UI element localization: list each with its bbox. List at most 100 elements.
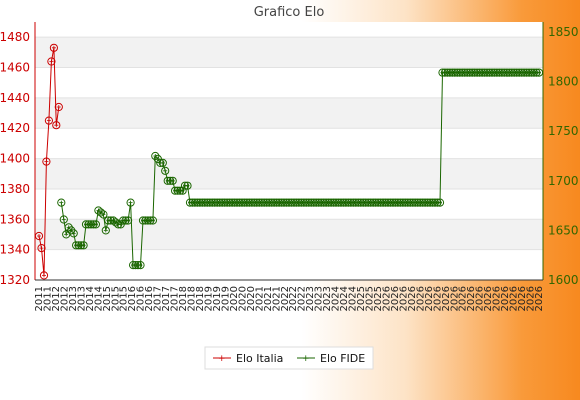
data-point	[47, 57, 56, 66]
x-tick-label: 2026	[483, 286, 494, 311]
right-tick-label: 1700	[548, 174, 579, 188]
x-tick-label: 2026	[432, 286, 443, 311]
x-tick-label: 2024	[348, 286, 359, 311]
x-tick-label: 2020	[246, 286, 257, 311]
grid-band	[35, 158, 543, 189]
right-tick-label: 1600	[548, 273, 579, 287]
data-point	[57, 198, 66, 207]
x-tick-label: 2016	[144, 286, 155, 311]
data-point	[126, 198, 135, 207]
data-point-cross	[61, 217, 66, 222]
x-tick-label: 2024	[339, 286, 350, 311]
x-tick-label: 2025	[365, 286, 376, 311]
left-tick-label: 1440	[0, 91, 30, 105]
x-tick-label: 2022	[280, 286, 291, 311]
x-tick-label: 2025	[356, 286, 367, 311]
x-tick-label: 2026	[509, 286, 520, 311]
x-tick-label: 2026	[449, 286, 460, 311]
right-tick-label: 1850	[548, 25, 579, 39]
x-tick-label: 2017	[153, 286, 164, 311]
data-point	[158, 158, 167, 167]
data-point	[96, 208, 106, 217]
data-point	[183, 181, 192, 190]
data-point-cross	[42, 273, 46, 278]
series-layer	[34, 43, 544, 280]
left-tick-label: 1460	[0, 61, 30, 75]
data-point-cross	[537, 70, 541, 75]
x-tick-label: 2013	[76, 286, 87, 311]
x-tick-label: 2015	[110, 286, 121, 311]
data-point-cross	[103, 228, 108, 233]
data-point-cross	[438, 200, 442, 205]
data-point-cross	[96, 208, 101, 213]
grid-band	[35, 37, 543, 68]
x-tick-label: 2014	[85, 286, 96, 311]
data-point-cross	[46, 118, 51, 123]
x-tick-label: 2012	[51, 286, 62, 311]
data-point	[168, 176, 177, 185]
legend-marker-elo-fide: +	[302, 354, 310, 364]
x-tick-label: 2019	[212, 286, 223, 311]
data-point-cross	[71, 231, 76, 236]
legend-box	[204, 346, 374, 370]
left-y-axis: 1320 1340 1360 1380 1400 1420 1440 1460 1480	[0, 22, 36, 287]
data-point-cross	[44, 159, 49, 164]
x-tick-label: 2026	[466, 286, 477, 311]
data-point	[101, 226, 110, 235]
x-tick-label: 2017	[170, 286, 181, 311]
data-point	[435, 198, 445, 207]
x-tick-label: 2023	[314, 286, 325, 311]
right-tick-label: 1650	[548, 223, 579, 237]
data-point-cross	[93, 222, 98, 227]
data-point-cross	[163, 168, 168, 173]
x-tick-label: 2014	[93, 286, 104, 311]
x-axis: 2011201120122012201320132014201420152015…	[34, 279, 545, 311]
x-tick-label: 2011	[34, 286, 45, 311]
data-point	[39, 271, 49, 280]
data-point-cross	[113, 220, 118, 225]
data-point-cross	[150, 218, 155, 223]
data-point	[69, 229, 78, 238]
grid-band	[35, 97, 543, 129]
grid-lines	[35, 36, 543, 281]
data-point-cross	[126, 218, 131, 223]
data-point	[99, 210, 108, 219]
x-tick-label: 2013	[68, 286, 79, 311]
data-point	[178, 186, 187, 195]
right-y-axis: 1600 1650 1700 1750 1800 1850	[542, 22, 579, 287]
x-tick-label: 2023	[305, 286, 316, 311]
data-point	[534, 68, 544, 77]
x-tick-label: 2012	[59, 286, 70, 311]
data-point	[148, 216, 157, 225]
x-tick-label: 2026	[458, 286, 469, 311]
x-tick-label: 2019	[220, 286, 231, 311]
data-point-cross	[180, 188, 185, 193]
data-point-cross	[39, 246, 44, 251]
left-tick-label: 1360	[0, 212, 30, 226]
data-point	[136, 261, 145, 270]
left-tick-label: 1380	[0, 182, 30, 196]
data-point	[54, 102, 63, 112]
data-point	[109, 216, 118, 225]
x-tick-label: 2021	[263, 286, 274, 311]
x-tick-label: 2026	[526, 286, 537, 311]
data-point-cross	[185, 183, 190, 188]
data-point-cross	[101, 212, 106, 217]
data-point	[44, 116, 54, 125]
legend-label-elo-fide: Elo FIDE	[320, 352, 365, 365]
data-point	[34, 231, 44, 241]
x-tick-label: 2018	[195, 286, 206, 311]
legend-label-elo-italia: Elo Italia	[236, 352, 283, 365]
data-point-cross	[138, 263, 143, 268]
data-point-cross	[160, 160, 165, 165]
data-point-cross	[64, 232, 69, 237]
x-tick-label: 2015	[102, 286, 113, 311]
x-tick-label: 2017	[161, 286, 172, 311]
x-tick-label: 2021	[254, 286, 265, 311]
x-tick-label: 2020	[229, 286, 240, 311]
data-point-cross	[128, 200, 133, 205]
x-tick-label: 2016	[127, 286, 138, 311]
data-point	[49, 43, 59, 52]
x-tick-label: 2026	[517, 286, 528, 311]
